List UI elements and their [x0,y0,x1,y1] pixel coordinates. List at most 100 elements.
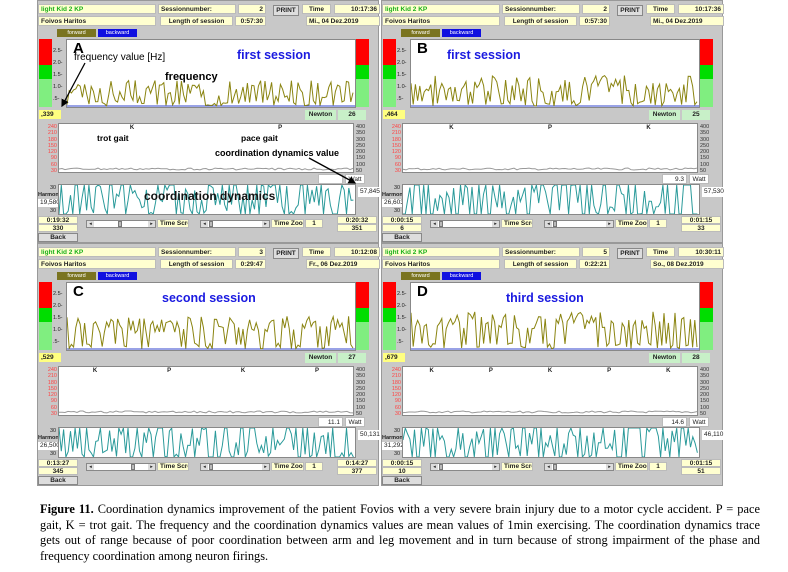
time-zoom-bar[interactable]: ◂ ▸ [544,220,614,228]
watt-tick: 150 [700,155,710,162]
frequency-trace [410,74,698,108]
newton-value: 27 [338,353,366,363]
coordination-chart [58,426,356,459]
time-scroll-label: Time Scroll [157,462,189,471]
print-button[interactable]: PRINT [617,5,643,16]
start-time: 0:00:15 [382,459,422,467]
print-button[interactable]: PRINT [273,248,299,259]
gait-marker: K [547,368,553,374]
forward-button[interactable]: forward [57,272,96,280]
watt-tick: 200 [700,149,710,156]
level-lightgreen [39,322,52,350]
time-scroll-thumb[interactable] [131,464,135,470]
watt-tick: 180 [391,136,401,143]
level-lightgreen [383,322,396,350]
forward-button[interactable]: forward [401,272,440,280]
session-panel-b: light Kid 2 KP Sessionnumber: 2 PRINT Ti… [381,0,724,243]
harmonic-axis-bottom: 30 [394,208,401,214]
coordination-trace [403,183,698,215]
length-value: 0:29:47 [235,259,266,269]
back-button[interactable]: Back [38,233,78,242]
program-field: light Kid 2 KP [382,247,500,257]
panel-letter: A [73,40,84,57]
program-field: light Kid 2 KP [38,4,156,14]
time-zoom-bar[interactable]: ◂ ▸ [200,463,270,471]
backward-button[interactable]: backward [98,29,137,37]
forward-button[interactable]: forward [401,29,440,37]
start-time: 0:00:15 [382,216,422,224]
time-zoom-thumb[interactable] [209,464,213,470]
harmonic-value: 26,603 [382,199,402,207]
freq-tick: 1.5- [397,72,407,78]
print-button[interactable]: PRINT [617,248,643,259]
back-button[interactable]: Back [382,233,422,242]
level-red-right [356,39,369,65]
freq-axis: 2.5- 2.0- 1.5- 1.0- .5- [53,288,62,348]
coordination-value: 50,131 [358,430,380,440]
session-number-label: Sessionnumber: [158,4,236,14]
watt-tick: 210 [47,130,57,137]
harmonic-value: 26,500 [38,442,58,450]
watt-tick: 30 [50,411,57,418]
end-count: 51 [681,467,721,475]
level-red [383,39,396,65]
caption-label: Figure 11. [40,502,94,516]
back-button[interactable]: Back [382,476,422,485]
watt-tick: 350 [356,373,366,380]
forward-button[interactable]: forward [57,29,96,37]
time-scroll-thumb[interactable] [117,221,122,227]
watt-axis-right: 400 350 300 250 200 150 100 50 [356,367,365,417]
frequency-value: ,679 [383,353,405,362]
time-scroll-bar[interactable]: ◂ ▸ [86,220,156,228]
time-zoom-thumb[interactable] [553,221,557,227]
time-zoom-thumb[interactable] [209,221,213,227]
time-scroll-thumb[interactable] [439,464,443,470]
backward-button[interactable]: backward [442,29,481,37]
watt-value: 9.3 [662,174,687,184]
watt-tick: 150 [47,142,57,149]
time-zoom-bar[interactable]: ◂ ▸ [544,463,614,471]
time-zoom-thumb[interactable] [553,464,557,470]
watt-axis-left: 240 210 180 150 120 90 60 30 [44,367,57,417]
watt-tick: 120 [47,149,57,156]
figure-caption: Figure 11. Coordination dynamics improve… [40,502,760,564]
end-time: 0:14:27 [337,459,377,467]
coordination-chart [402,426,700,459]
gait-marker: P [167,368,172,374]
watt-tick: 150 [391,142,401,149]
program-field: light Kid 2 KP [382,4,500,14]
level-green [383,65,396,79]
level-red [39,39,52,65]
time-scroll-bar[interactable]: ◂ ▸ [86,463,156,471]
level-red [383,282,396,308]
watt-tick: 60 [394,404,401,411]
frequency-chart: A first session [66,39,356,108]
watt-tick: 90 [394,155,401,162]
time-scroll-bar[interactable]: ◂ ▸ [430,463,500,471]
watt-label: Watt [689,417,709,427]
freq-tick: 2.5- [397,291,407,297]
backward-button[interactable]: backward [442,272,481,280]
watt-tick: 200 [700,392,710,399]
frequency-value: ,529 [39,353,61,362]
coordination-value: 57,530 [702,187,724,197]
time-scroll-bar[interactable]: ◂ ▸ [430,220,500,228]
time-zoom-value: 1 [649,462,667,471]
end-count: 33 [681,224,721,232]
backward-button[interactable]: backward [98,272,137,280]
time-zoom-bar[interactable]: ◂ ▸ [200,220,270,228]
back-button[interactable]: Back [38,476,78,485]
watt-tick: 90 [50,155,57,162]
session-panel-c: light Kid 2 KP Sessionnumber: 3 PRINT Ti… [37,243,380,486]
session-number-value: 2 [238,4,266,14]
time-scroll-thumb[interactable] [439,221,443,227]
length-label: Length of session [160,16,233,26]
print-button[interactable]: PRINT [273,5,299,16]
watt-tick: 90 [50,398,57,405]
watt-tick: 60 [50,161,57,168]
freq-tick: 1.5- [397,315,407,321]
session-number-value: 2 [582,4,610,14]
level-green [383,308,396,322]
level-green-right [356,65,369,79]
